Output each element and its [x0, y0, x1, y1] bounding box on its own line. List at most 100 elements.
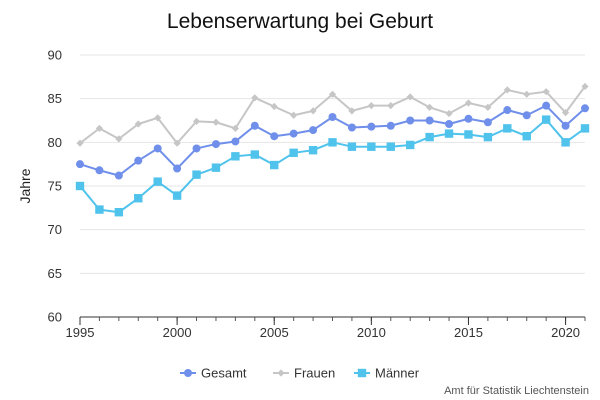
data-point-mnner-2012[interactable]: [405, 140, 415, 150]
data-point-frauen-2000[interactable]: [173, 139, 181, 147]
data-point-mnner-2004[interactable]: [250, 150, 260, 159]
data-point-gesamt-2010[interactable]: [367, 122, 376, 131]
legend-marker-gesamt[interactable]: [184, 369, 192, 377]
data-point-frauen-2009[interactable]: [348, 107, 356, 115]
data-point-gesamt-1998[interactable]: [134, 156, 143, 165]
legend-label-gesamt: Gesamt: [201, 366, 247, 381]
data-point-mnner-2014[interactable]: [444, 129, 454, 138]
data-point-mnner-2008[interactable]: [328, 138, 337, 147]
data-point-gesamt-2003[interactable]: [231, 137, 240, 146]
data-point-gesamt-2016[interactable]: [483, 118, 492, 127]
data-point-mnner-1998[interactable]: [134, 194, 143, 203]
data-point-mnner-2000[interactable]: [172, 191, 182, 200]
data-point-frauen-2004[interactable]: [251, 94, 259, 102]
data-point-mnner-2016[interactable]: [483, 132, 493, 142]
data-point-frauen-2021[interactable]: [581, 82, 589, 91]
data-point-frauen-1999[interactable]: [154, 114, 162, 122]
data-point-frauen-2019[interactable]: [542, 88, 550, 96]
data-point-frauen-1998[interactable]: [134, 120, 142, 128]
data-point-gesamt-2017[interactable]: [503, 106, 512, 115]
data-point-mnner-1995[interactable]: [75, 181, 85, 191]
legend-marker-frauen[interactable]: [277, 369, 285, 377]
data-point-frauen-2018[interactable]: [523, 90, 531, 98]
data-point-mnner-2011[interactable]: [386, 142, 395, 151]
data-point-frauen-1997[interactable]: [115, 135, 123, 143]
legend-item-mnner[interactable]: Männer: [354, 366, 420, 381]
series-group: [75, 82, 590, 217]
data-point-gesamt-1996[interactable]: [95, 166, 104, 175]
data-point-gesamt-2005[interactable]: [270, 132, 279, 141]
data-point-mnner-2015[interactable]: [464, 130, 473, 139]
data-point-frauen-2011[interactable]: [387, 102, 395, 110]
data-point-mnner-2002[interactable]: [211, 163, 221, 172]
data-point-mnner-2018[interactable]: [522, 132, 531, 141]
data-point-mnner-2006[interactable]: [289, 148, 298, 158]
data-point-mnner-2017[interactable]: [503, 124, 512, 133]
data-point-frauen-2016[interactable]: [484, 103, 492, 111]
data-point-gesamt-2012[interactable]: [406, 116, 415, 125]
data-point-frauen-2006[interactable]: [290, 111, 298, 119]
data-point-mnner-2001[interactable]: [192, 170, 201, 179]
data-point-gesamt-2004[interactable]: [250, 121, 259, 130]
data-point-mnner-2021[interactable]: [580, 124, 590, 133]
data-point-gesamt-2013[interactable]: [425, 116, 434, 125]
data-point-gesamt-2009[interactable]: [347, 123, 356, 132]
series-frauen: [76, 82, 589, 147]
data-point-gesamt-2015[interactable]: [464, 114, 473, 123]
legend-item-frauen[interactable]: Frauen: [273, 366, 335, 381]
data-point-frauen-2013[interactable]: [426, 103, 434, 111]
legend-item-gesamt[interactable]: Gesamt: [180, 366, 247, 381]
data-point-gesamt-1999[interactable]: [153, 144, 162, 153]
data-point-mnner-2005[interactable]: [270, 160, 279, 170]
data-point-mnner-2007[interactable]: [308, 145, 318, 155]
data-point-gesamt-2020[interactable]: [561, 121, 570, 130]
data-point-gesamt-1995[interactable]: [76, 160, 84, 169]
data-point-gesamt-2000[interactable]: [173, 164, 182, 173]
data-point-frauen-2003[interactable]: [231, 124, 239, 132]
x-tick-label-2000: 2000: [163, 325, 192, 340]
data-point-frauen-2001[interactable]: [192, 117, 201, 125]
x-tick-label-1995: 1995: [66, 325, 95, 340]
data-point-gesamt-2008[interactable]: [328, 113, 337, 122]
data-point-gesamt-2014[interactable]: [445, 119, 454, 128]
data-point-mnner-1997[interactable]: [114, 208, 124, 217]
data-point-gesamt-2018[interactable]: [522, 111, 531, 120]
legend-label-frauen: Frauen: [294, 366, 335, 381]
data-point-frauen-2010[interactable]: [367, 102, 375, 110]
legend[interactable]: Gesamt Frauen Männer: [180, 366, 420, 381]
data-point-frauen-1995[interactable]: [76, 139, 84, 147]
data-point-frauen-2017[interactable]: [503, 86, 511, 94]
data-point-mnner-1996[interactable]: [95, 205, 104, 214]
series-mnner: [75, 115, 590, 217]
data-point-mnner-1999[interactable]: [153, 177, 162, 186]
axes: 60 65 70 75 80 85 90 1995 2000 2005 2010 2015 2020: [48, 48, 586, 340]
data-point-frauen-2008[interactable]: [328, 90, 337, 98]
data-point-gesamt-2006[interactable]: [289, 129, 298, 138]
legend-label-mnner: Männer: [375, 366, 420, 381]
data-point-frauen-2014[interactable]: [445, 109, 453, 118]
data-point-gesamt-2011[interactable]: [386, 121, 395, 130]
source-credit: Amt für Statistik Liechtenstein: [444, 385, 589, 397]
data-point-mnner-2019[interactable]: [541, 115, 551, 124]
chart-title: Lebenserwartung bei Geburt: [167, 10, 433, 33]
data-point-frauen-2005[interactable]: [270, 102, 278, 111]
data-point-frauen-2015[interactable]: [464, 99, 473, 107]
data-point-gesamt-2002[interactable]: [211, 140, 220, 149]
data-point-mnner-2009[interactable]: [347, 142, 357, 151]
y-tick-label-80: 80: [48, 135, 62, 150]
data-point-gesamt-2001[interactable]: [192, 144, 201, 153]
data-point-mnner-2010[interactable]: [367, 142, 376, 151]
data-point-frauen-2012[interactable]: [406, 93, 414, 101]
data-point-frauen-2020[interactable]: [561, 109, 570, 117]
data-point-gesamt-2007[interactable]: [309, 126, 318, 135]
legend-marker-mnner[interactable]: [357, 368, 367, 378]
data-point-frauen-2002[interactable]: [212, 118, 220, 126]
data-point-gesamt-2021[interactable]: [581, 104, 589, 113]
data-point-gesamt-2019[interactable]: [542, 101, 551, 110]
data-point-mnner-2020[interactable]: [561, 138, 570, 147]
data-point-frauen-1996[interactable]: [95, 124, 104, 132]
data-point-mnner-2003[interactable]: [231, 152, 240, 161]
data-point-mnner-2013[interactable]: [425, 132, 434, 142]
data-point-frauen-2007[interactable]: [309, 107, 317, 115]
data-point-gesamt-1997[interactable]: [114, 171, 123, 180]
